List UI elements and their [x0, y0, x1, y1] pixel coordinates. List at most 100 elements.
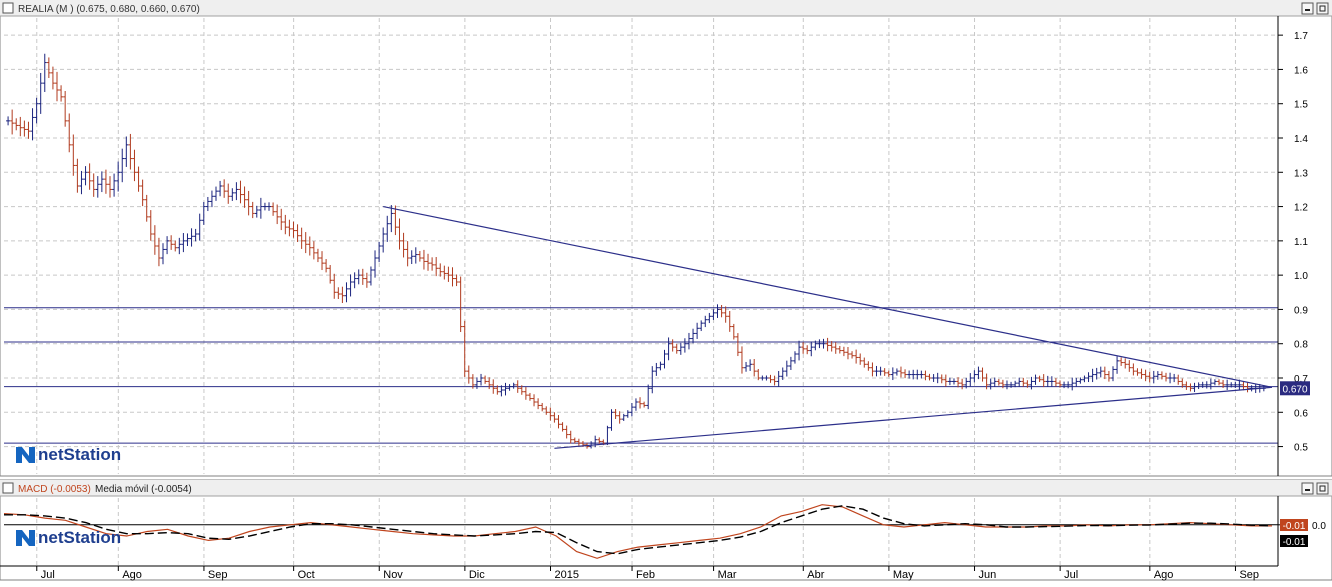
- ohlc-bar: [821, 338, 826, 349]
- time-axis: Jul Ago Sep Oct Nov Dic 2015 Feb Mar Abr May Jun Jul…: [36, 566, 1259, 581]
- ohlc-bar: [968, 373, 973, 387]
- ohlc-bar: [621, 413, 626, 422]
- ohlc-bar: [152, 225, 157, 255]
- ohlc-bar: [156, 237, 161, 267]
- ohlc-bar: [956, 377, 961, 388]
- ohlc-bar: [222, 179, 227, 198]
- ohlc-bar: [1225, 379, 1230, 391]
- main-panel-frame: [0, 0, 1332, 477]
- ohlc-bar: [169, 235, 174, 250]
- ohlc-bar: [882, 368, 887, 376]
- time-tick-label: Ago: [1154, 569, 1174, 581]
- ohlc-bar: [1025, 380, 1030, 388]
- ohlc-bar: [87, 163, 92, 190]
- ohlc-bar: [430, 257, 435, 271]
- ohlc-bar: [22, 120, 27, 137]
- ohlc-bar: [148, 210, 153, 241]
- ohlc-bar: [784, 360, 789, 377]
- ohlc-bar: [1131, 363, 1136, 376]
- ohlc-bar: [405, 241, 410, 267]
- ohlc-bar: [42, 53, 47, 92]
- ohlc-bar: [218, 180, 223, 197]
- ohlc-bar: [768, 374, 773, 383]
- macd-menu-icon[interactable]: [2, 482, 14, 494]
- ohlc-bar: [1212, 379, 1217, 386]
- ohlc-bar: [173, 240, 178, 252]
- ohlc-bars: [6, 53, 1266, 449]
- ohlc-bar: [18, 116, 23, 137]
- ohlc-bar: [560, 422, 565, 432]
- ohlc-bar: [132, 149, 137, 182]
- panel-menu-icon[interactable]: [2, 2, 14, 14]
- ohlc-bar: [707, 312, 712, 324]
- maximize-icon[interactable]: [1316, 2, 1329, 15]
- ohlc-bar: [450, 267, 455, 287]
- ohlc-bar: [894, 368, 899, 376]
- signal-line: [4, 505, 1273, 555]
- ohlc-bar: [328, 265, 333, 284]
- ohlc-bar: [34, 97, 39, 124]
- macd-maximize-icon[interactable]: [1316, 482, 1329, 495]
- ohlc-bar: [1241, 381, 1246, 391]
- ohlc-bar: [711, 309, 716, 320]
- ohlc-bar: [890, 367, 895, 381]
- ohlc-bar: [59, 85, 64, 102]
- minimize-icon[interactable]: [1301, 2, 1314, 15]
- time-tick-label: May: [893, 569, 914, 581]
- ohlc-bar: [597, 437, 602, 444]
- ohlc-bar: [903, 369, 908, 379]
- trend-lines: [383, 205, 1273, 449]
- ohlc-bar: [279, 208, 284, 231]
- ohlc-bar: [454, 274, 459, 287]
- ohlc-bar: [519, 385, 524, 395]
- ohlc-bar: [1135, 368, 1140, 376]
- price-tick-label: 0.7: [1294, 374, 1308, 385]
- ohlc-bar: [1143, 369, 1148, 382]
- ohlc-bar: [809, 341, 814, 357]
- ohlc-bar: [1017, 377, 1022, 387]
- ohlc-bar: [1139, 368, 1144, 379]
- ohlc-bar: [764, 375, 769, 381]
- ohlc-bar: [650, 366, 655, 394]
- ohlc-bar: [385, 215, 390, 242]
- ohlc-bar: [772, 375, 777, 386]
- ohlc-bar: [548, 407, 553, 421]
- ohlc-bar: [30, 108, 35, 141]
- ohlc-bar: [112, 173, 117, 197]
- ohlc-bar: [377, 241, 382, 263]
- ohlc-bar: [682, 338, 687, 353]
- ohlc-bar: [1163, 372, 1168, 382]
- price-axis: 0.5 0.6 0.7 0.8 0.9 1.0 1.1 1.2 1.3 1.4 1.5 1.6 1.7: [1278, 31, 1308, 454]
- last-price-label: 0.670: [1282, 384, 1307, 395]
- ohlc-bar: [234, 182, 239, 201]
- ohlc-bar: [1208, 378, 1213, 390]
- ohlc-bar: [788, 356, 793, 370]
- ohlc-bar: [568, 430, 573, 444]
- ohlc-bar: [1094, 367, 1099, 380]
- ohlc-bar: [161, 243, 166, 265]
- macd-minimize-icon[interactable]: [1301, 482, 1314, 495]
- ohlc-bar: [189, 228, 194, 247]
- ohlc-bar: [136, 166, 141, 192]
- ohlc-bar: [360, 268, 365, 285]
- ohlc-bar: [1151, 370, 1156, 384]
- ohlc-bar: [1102, 366, 1107, 380]
- ohlc-bar: [927, 373, 932, 381]
- ohlc-bar: [829, 341, 834, 352]
- ohlc-bar: [552, 412, 557, 423]
- ohlc-bar: [246, 190, 251, 216]
- ohlc-bar: [613, 409, 618, 419]
- ohlc-bar: [177, 237, 182, 255]
- ohlc-bar: [389, 205, 394, 233]
- ohlc-bar: [1221, 380, 1226, 388]
- ohlc-bar: [980, 367, 985, 382]
- ohlc-bar: [646, 384, 651, 410]
- price-tick-label: 1.5: [1294, 100, 1308, 111]
- ohlc-bar: [943, 374, 948, 387]
- ohlc-bar: [1245, 382, 1250, 393]
- time-tick-label: Jul: [1064, 569, 1078, 581]
- ohlc-bar: [572, 437, 577, 444]
- ohlc-bar: [116, 161, 121, 192]
